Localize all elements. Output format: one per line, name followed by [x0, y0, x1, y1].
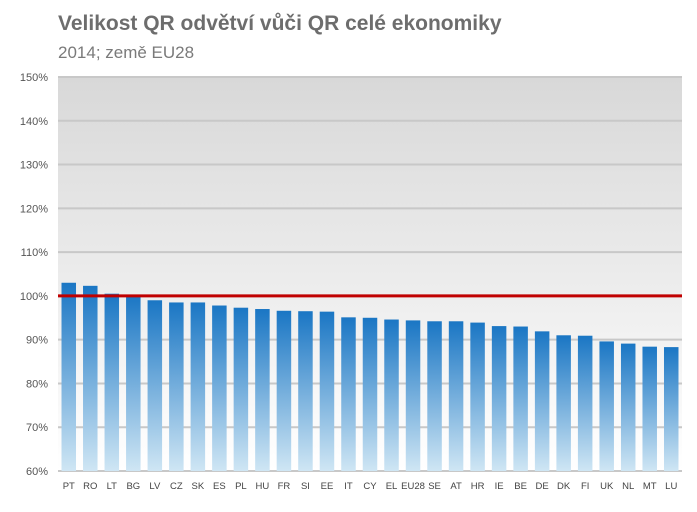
y-tick-label: 150%: [20, 72, 48, 84]
bar: [491, 326, 507, 471]
x-tick-label: HR: [471, 481, 485, 492]
y-tick-label: 130%: [20, 160, 48, 172]
x-tick-label: HU: [256, 481, 270, 492]
x-tick-label: BG: [126, 481, 140, 492]
bar: [298, 311, 313, 471]
x-tick-label: IT: [344, 481, 353, 492]
chart-title: Velikost QR odvětví vůči QR celé ekonomi…: [58, 12, 502, 35]
bar: [470, 322, 485, 471]
bar: [556, 335, 571, 471]
bar: [104, 293, 120, 471]
bar: [427, 321, 442, 471]
bar: [255, 309, 270, 471]
y-tick-label: 100%: [20, 291, 48, 303]
x-tick-label: BE: [514, 481, 527, 492]
x-tick-label: SE: [428, 481, 441, 492]
y-tick-label: 60%: [26, 466, 48, 478]
x-tick-label: EU28: [401, 481, 425, 492]
bar: [599, 341, 614, 471]
bar: [513, 326, 528, 471]
x-tick-label: RO: [83, 481, 97, 492]
x-tick-label: SK: [192, 481, 205, 492]
y-tick-label: 80%: [26, 378, 48, 390]
x-tick-label: AT: [450, 481, 462, 492]
x-tick-label: PL: [235, 481, 247, 492]
bar: [642, 346, 657, 471]
bar: [147, 300, 163, 471]
x-tick-label: LU: [665, 481, 677, 492]
chart-subtitle: 2014; země EU28: [58, 43, 195, 62]
x-tick-label: IE: [495, 481, 504, 492]
bar: [405, 320, 421, 471]
bar: [448, 321, 464, 471]
x-tick-label: DK: [557, 481, 571, 492]
x-tick-label: MT: [643, 481, 657, 492]
x-tick-label: FI: [581, 481, 589, 492]
y-tick-label: 90%: [26, 335, 48, 347]
bar: [233, 307, 249, 471]
x-tick-label: NL: [622, 481, 634, 492]
x-tick-label: PT: [63, 481, 75, 492]
x-tick-label: LT: [107, 481, 118, 492]
bar: [534, 331, 550, 471]
x-tick-label: CZ: [170, 481, 183, 492]
x-tick-label: DE: [536, 481, 549, 492]
x-tick-label: CY: [363, 481, 377, 492]
bar: [83, 285, 98, 471]
y-tick-label: 110%: [21, 247, 49, 259]
y-tick-label: 70%: [26, 422, 48, 434]
x-tick-label: FR: [278, 481, 291, 492]
bar: [169, 302, 184, 471]
bar: [276, 310, 292, 471]
bar: [190, 302, 206, 471]
bar: [384, 319, 399, 471]
y-tick-label: 120%: [20, 203, 48, 215]
bar: [620, 343, 636, 471]
x-tick-label: EL: [386, 481, 398, 492]
x-tick-label: SI: [301, 481, 310, 492]
y-tick-label: 140%: [20, 116, 48, 128]
x-tick-label: UK: [600, 481, 614, 492]
bar: [577, 335, 593, 471]
x-tick-label: EE: [321, 481, 334, 492]
bar: [319, 311, 335, 471]
bar: [341, 317, 356, 471]
x-tick-label: LV: [149, 481, 161, 492]
bar: [212, 305, 227, 471]
x-tick-label: ES: [213, 481, 226, 492]
bar: [126, 294, 141, 471]
bar: [61, 282, 77, 471]
bar: [362, 317, 378, 471]
bar: [663, 347, 679, 471]
